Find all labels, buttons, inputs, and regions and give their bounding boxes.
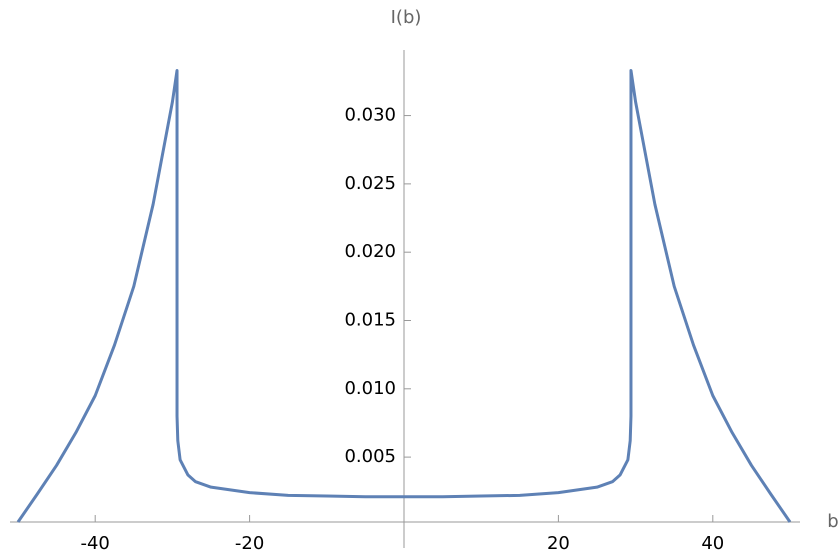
x-tick-label: 20 (547, 533, 570, 554)
y-tick-label: 0.025 (344, 173, 396, 194)
x-tick-label: -20 (235, 533, 264, 554)
y-tick-label: 0.015 (344, 309, 396, 330)
y-tick-label: 0.020 (344, 241, 396, 262)
y-tick-label: 0.030 (344, 105, 396, 126)
x-tick-label: -40 (80, 533, 109, 554)
data-line (16, 68, 792, 523)
y-tick-label: 0.005 (344, 446, 396, 467)
y-tick-label: 0.010 (344, 378, 396, 399)
x-tick-label: 40 (701, 533, 724, 554)
x-axis-title: b (827, 511, 838, 532)
y-axis-title: I(b) (391, 7, 422, 28)
